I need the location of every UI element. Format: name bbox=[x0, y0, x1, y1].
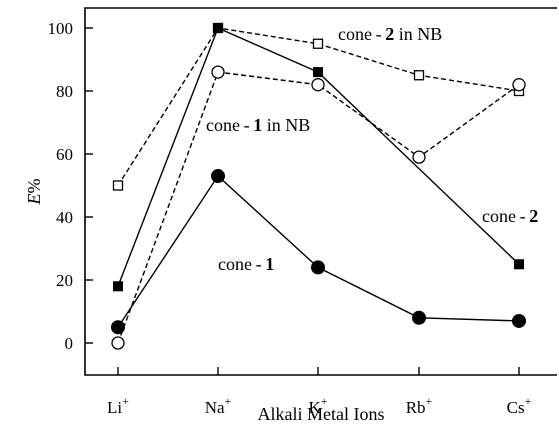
y-tick-label: 0 bbox=[65, 334, 74, 353]
data-point bbox=[514, 259, 524, 270]
series-annotation: cone - 1 bbox=[218, 254, 274, 274]
y-tick-label: 100 bbox=[48, 19, 74, 38]
series-layer bbox=[111, 22, 526, 350]
series-cone-1 bbox=[111, 169, 526, 335]
series-line bbox=[117, 174, 520, 328]
series-line bbox=[117, 27, 520, 287]
series-annotation: cone - 2 in NB bbox=[338, 24, 442, 44]
data-point bbox=[312, 38, 324, 49]
data-point bbox=[111, 336, 125, 350]
x-tick-label: Li+ bbox=[107, 394, 129, 417]
data-point bbox=[211, 65, 225, 79]
data-point bbox=[311, 78, 325, 92]
data-point bbox=[213, 23, 223, 33]
series-line bbox=[117, 71, 520, 344]
series-annotation: cone - 1 in NB bbox=[206, 115, 310, 135]
y-tick-label: 40 bbox=[56, 208, 73, 227]
x-axis-title: Alkali Metal Ions bbox=[258, 404, 385, 424]
data-point bbox=[413, 70, 425, 81]
plot-frame bbox=[84, 7, 557, 376]
axis-frame bbox=[84, 7, 557, 376]
y-tick-label: 20 bbox=[56, 271, 73, 290]
y-tick-label: 80 bbox=[56, 82, 73, 101]
data-point bbox=[412, 310, 426, 325]
data-point bbox=[112, 180, 124, 191]
x-tick-label: Cs+ bbox=[507, 394, 532, 417]
data-point bbox=[111, 320, 125, 335]
series-cone-2-in-nb bbox=[112, 22, 525, 191]
data-point bbox=[412, 150, 426, 164]
data-point bbox=[512, 313, 526, 328]
y-tick-label: 60 bbox=[56, 145, 73, 164]
series-line bbox=[117, 27, 520, 186]
y-axis: 0 20 40 60 80 100 bbox=[48, 19, 93, 353]
x-tick-label: Na+ bbox=[205, 394, 232, 417]
data-point bbox=[313, 67, 323, 78]
data-point bbox=[211, 169, 225, 184]
x-tick-label: Rb+ bbox=[406, 394, 433, 417]
series-cone-1-in-nb bbox=[111, 65, 526, 350]
data-point bbox=[512, 78, 526, 92]
series-cone-2 bbox=[113, 23, 524, 292]
series-annotation: cone - 2 bbox=[482, 206, 538, 226]
data-point bbox=[113, 281, 123, 292]
y-axis-title: E% bbox=[24, 179, 44, 206]
annotation-layer: cone - 2 in NB cone - 1 in NB cone - 2 cone… bbox=[206, 24, 538, 274]
data-point bbox=[311, 260, 325, 275]
